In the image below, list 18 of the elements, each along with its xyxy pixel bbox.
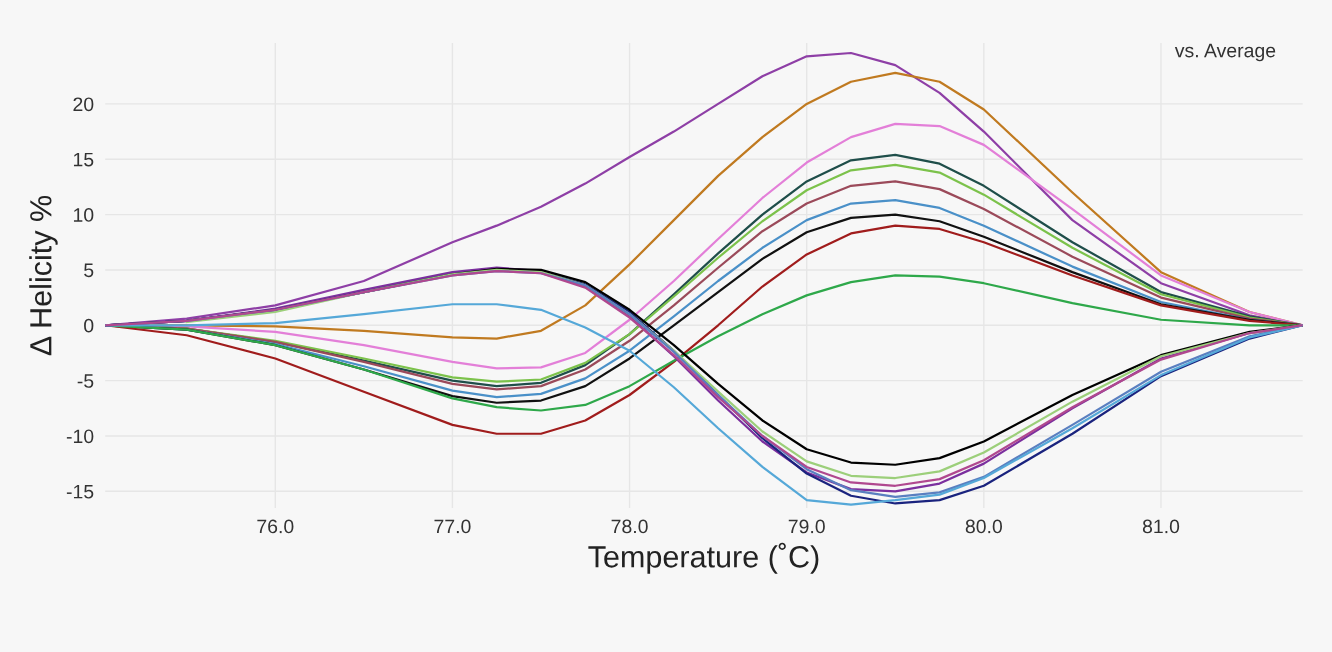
y-tick-label: 10 [73,208,94,222]
annotation: vs. Average [1174,43,1276,62]
x-tick-label: 77.0 [434,519,471,534]
x-tick-label: 79.0 [788,519,825,534]
x-tick-label: 80.0 [965,519,1003,534]
y-axis-title: Δ Helicity % [29,195,58,356]
y-tick-label: -10 [66,429,94,444]
x-tick-label: 81.0 [1142,519,1180,534]
x-axis-title: Temperature (˚C) [588,542,819,574]
y-tick-label: -15 [66,484,94,499]
y-tick-label: -5 [77,374,94,388]
line-series [105,274,1303,412]
y-tick-label: 15 [73,152,94,167]
y-tick-label: 0 [84,318,94,333]
y-tick-label: 20 [73,97,94,112]
x-tick-label: 76.0 [257,519,294,534]
y-tick-label: 5 [84,263,94,278]
x-tick-label: 78.0 [611,519,648,534]
